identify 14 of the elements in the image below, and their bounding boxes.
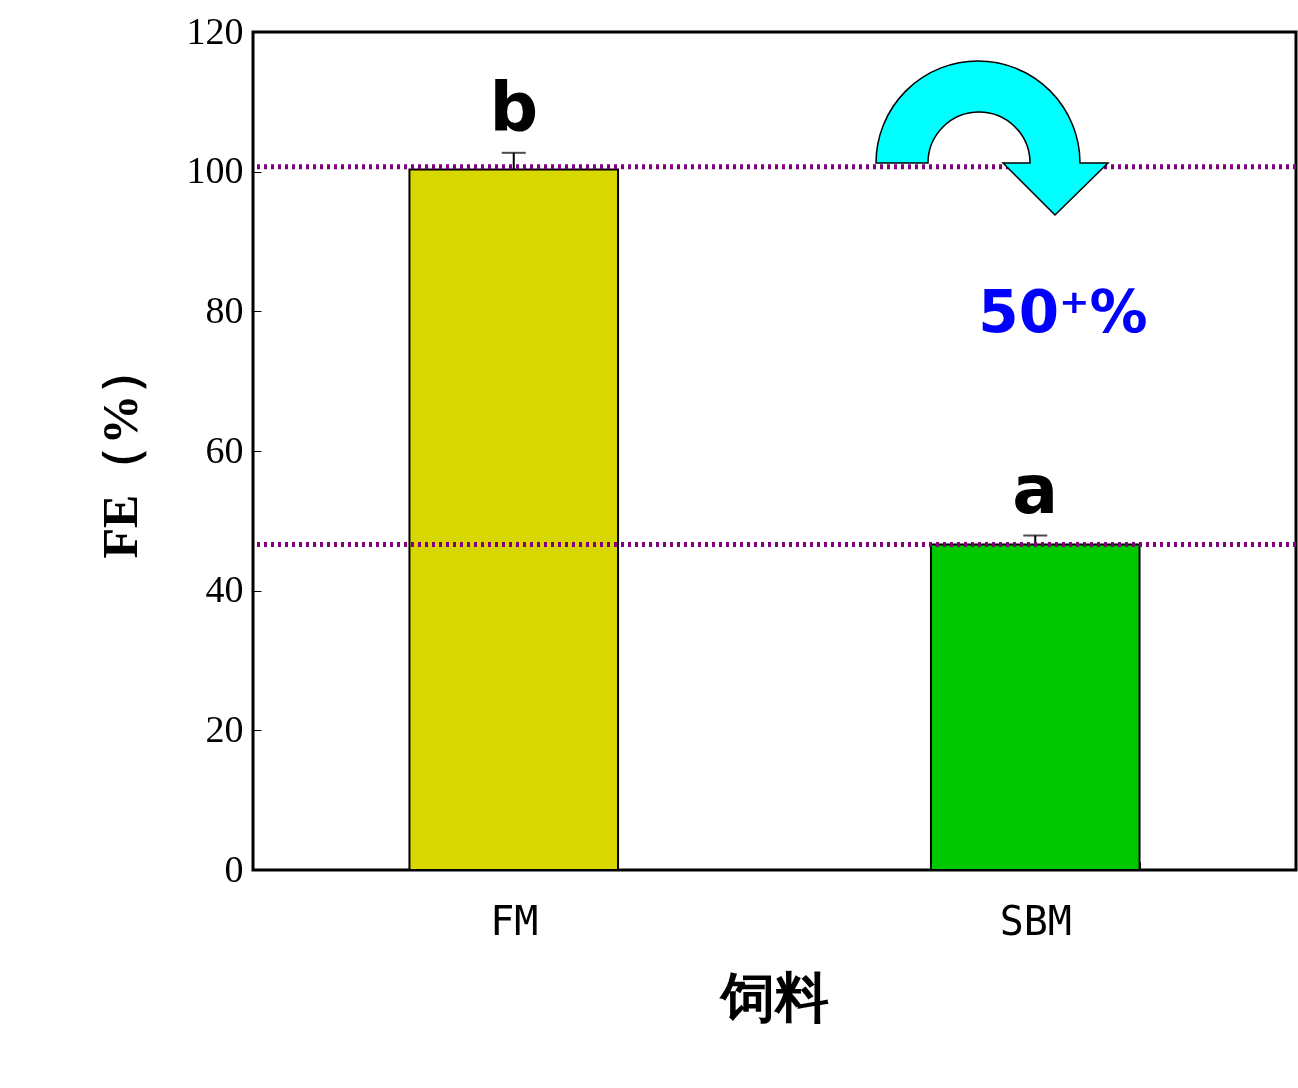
- x-tick-label: SBM: [999, 897, 1072, 944]
- y-tick-label: 60: [205, 428, 244, 471]
- y-tick-label: 20: [205, 707, 244, 750]
- annotation: a: [1012, 450, 1059, 530]
- y-tick-label: 80: [205, 288, 244, 331]
- x-tick-label: FM: [490, 897, 539, 944]
- annotation: b: [489, 67, 539, 147]
- y-tick-label: 40: [205, 568, 244, 611]
- y-tick-label: 100: [186, 149, 244, 192]
- y-tick-label: 0: [224, 847, 244, 890]
- annotation: 50⁺%: [978, 278, 1148, 346]
- y-axis-title: FE（%）: [91, 344, 148, 559]
- y-tick-label: 120: [186, 9, 244, 52]
- x-axis-title: 饲料: [719, 965, 829, 1029]
